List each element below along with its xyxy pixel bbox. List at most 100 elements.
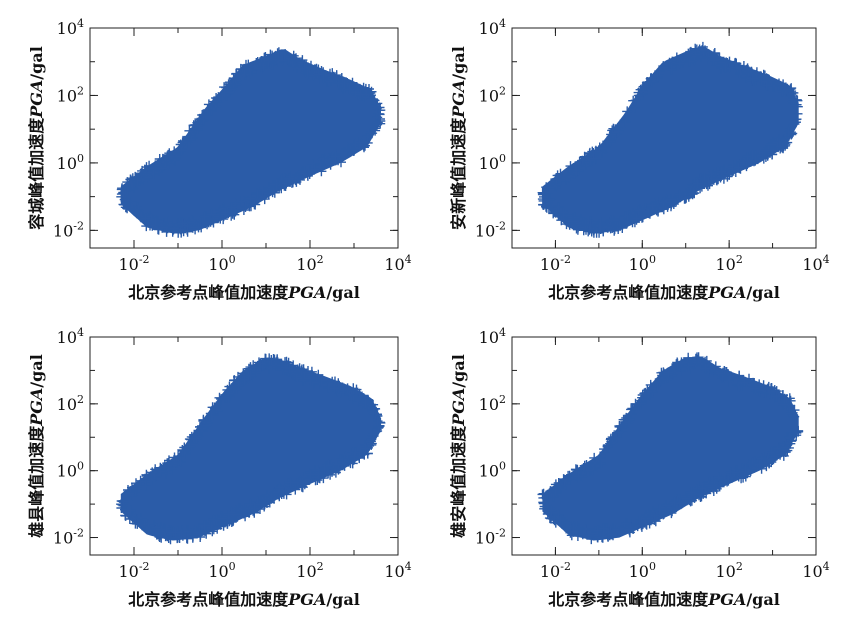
data-point-marker bbox=[147, 467, 158, 478]
data-point-marker bbox=[308, 377, 319, 388]
y-tick-label: 104 bbox=[57, 326, 84, 347]
data-point-marker bbox=[628, 208, 638, 218]
data-point-marker bbox=[588, 528, 598, 539]
data-point-marker bbox=[688, 187, 699, 198]
data-point-marker bbox=[137, 520, 148, 531]
x-axis-label: 北京参考点峰值加速度PGA/gal bbox=[128, 283, 360, 302]
data-point-marker bbox=[368, 431, 379, 441]
data-point-marker bbox=[636, 398, 647, 409]
data-point-marker bbox=[135, 475, 146, 486]
data-point-marker bbox=[598, 523, 609, 534]
data-point-marker bbox=[671, 359, 682, 370]
data-point-marker bbox=[224, 87, 234, 98]
data-point-marker bbox=[120, 195, 131, 206]
data-point-marker bbox=[274, 482, 285, 493]
data-point-marker bbox=[747, 149, 758, 160]
data-point-marker bbox=[372, 416, 383, 427]
data-point-marker bbox=[168, 224, 179, 235]
data-point-marker bbox=[741, 161, 752, 172]
data-point-marker bbox=[573, 471, 584, 482]
data-point-marker bbox=[545, 507, 556, 518]
x-tick-label: 100 bbox=[208, 560, 235, 581]
x-tick-label: 100 bbox=[629, 253, 656, 274]
y-tick-label: 10-2 bbox=[475, 527, 506, 548]
data-point-marker bbox=[606, 129, 617, 140]
data-point-marker bbox=[785, 430, 796, 441]
data-point-marker bbox=[731, 467, 742, 478]
data-point-marker bbox=[240, 202, 251, 212]
data-point-marker bbox=[666, 508, 677, 519]
data-point-marker bbox=[561, 174, 571, 185]
data-point-marker bbox=[744, 373, 754, 384]
data-point-marker bbox=[197, 426, 208, 437]
data-point-marker bbox=[206, 410, 217, 421]
data-point-marker bbox=[732, 380, 743, 391]
data-point-marker bbox=[302, 69, 313, 80]
data-point-marker bbox=[569, 164, 580, 175]
data-point-marker bbox=[594, 142, 605, 153]
data-point-marker bbox=[584, 224, 595, 235]
data-point-marker bbox=[331, 73, 342, 83]
data-point-marker bbox=[292, 62, 302, 73]
data-point-marker bbox=[666, 201, 676, 212]
data-point-marker bbox=[711, 483, 722, 494]
data-point-marker bbox=[222, 384, 233, 395]
data-point-marker bbox=[284, 173, 295, 184]
data-point-marker bbox=[179, 442, 190, 453]
data-point-marker bbox=[194, 526, 205, 537]
data-point-marker bbox=[336, 157, 346, 168]
data-point-marker bbox=[369, 95, 380, 106]
data-point-marker bbox=[586, 226, 597, 237]
axes-frame bbox=[89, 336, 399, 556]
data-point-marker bbox=[622, 214, 633, 224]
data-point-marker bbox=[591, 227, 602, 238]
data-point-marker bbox=[646, 382, 657, 393]
data-point-marker bbox=[344, 390, 355, 401]
data-point-marker bbox=[785, 438, 796, 449]
data-point-marker bbox=[646, 73, 657, 83]
data-point-marker bbox=[176, 145, 187, 156]
panel-top-right: 10-2 100 102 104 10-2 100 102 104 北京参考点峰值加速度PGA/… bbox=[449, 17, 830, 302]
x-tick-label: 10-2 bbox=[540, 253, 571, 274]
data-point-marker bbox=[706, 170, 717, 180]
y-tick-label: 102 bbox=[479, 84, 506, 105]
data-point-marker bbox=[784, 393, 795, 404]
data-point-marker bbox=[211, 93, 222, 103]
data-point-marker bbox=[782, 84, 793, 95]
data-point-marker bbox=[259, 194, 270, 205]
data-point-marker bbox=[705, 362, 716, 373]
data-point-marker bbox=[220, 392, 231, 403]
data-point-marker bbox=[368, 405, 379, 416]
data-point-marker bbox=[252, 57, 263, 67]
data-point-marker bbox=[360, 443, 371, 454]
data-point-marker bbox=[613, 126, 624, 137]
data-point-marker bbox=[158, 157, 169, 168]
y-tick-label: 100 bbox=[57, 460, 84, 481]
data-point-marker bbox=[696, 51, 707, 62]
data-point-marker bbox=[259, 52, 270, 63]
data-point-marker bbox=[203, 99, 214, 110]
data-point-marker bbox=[337, 458, 348, 469]
data-point-marker bbox=[733, 162, 744, 173]
data-point-marker bbox=[736, 473, 747, 484]
data-point-marker bbox=[305, 166, 316, 177]
data-point-marker bbox=[716, 166, 727, 177]
x-axis-label: 北京参考点峰值加速度PGA/gal bbox=[128, 590, 360, 609]
data-point-marker bbox=[326, 75, 337, 86]
data-point-marker bbox=[132, 177, 143, 188]
data-point-marker bbox=[780, 82, 791, 93]
data-point-marker bbox=[631, 213, 642, 224]
data-point-marker bbox=[150, 160, 161, 171]
data-point-marker bbox=[674, 58, 685, 69]
data-point-marker bbox=[235, 503, 246, 514]
data-point-marker bbox=[640, 388, 651, 399]
data-point-marker bbox=[691, 44, 702, 55]
data-point-marker bbox=[198, 114, 209, 125]
data-point-marker bbox=[720, 62, 731, 73]
y-tick-label: 10-2 bbox=[475, 219, 506, 240]
data-point-marker bbox=[321, 461, 332, 472]
data-point-marker bbox=[607, 220, 618, 231]
data-point-marker bbox=[220, 207, 231, 218]
data-point-marker bbox=[633, 205, 644, 216]
